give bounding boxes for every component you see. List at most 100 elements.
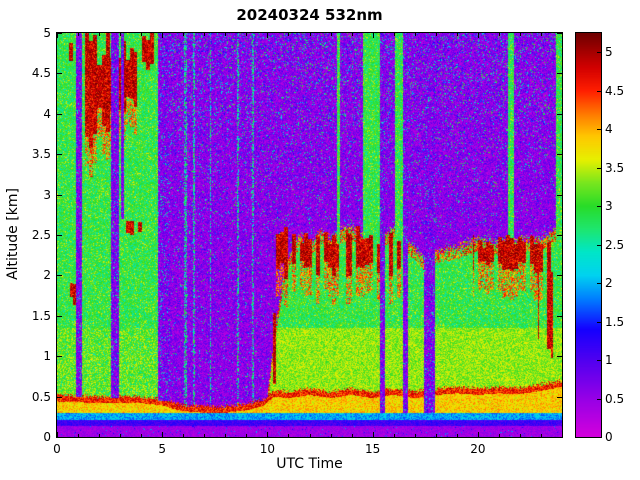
- y-tick-mark-right: [557, 235, 562, 236]
- y-tick-mark: [57, 437, 62, 438]
- colorbar-tick-mark: [597, 52, 601, 53]
- y-tick-mark-right: [557, 275, 562, 276]
- y-tick-label: 0: [43, 430, 51, 444]
- y-tick-mark: [57, 275, 62, 276]
- colorbar-tick-label: 3: [605, 199, 613, 214]
- y-tick-mark-right: [557, 437, 562, 438]
- x-tick-mark: [183, 434, 184, 437]
- x-tick-mark: [415, 434, 416, 437]
- x-tick-mark-top: [499, 33, 500, 36]
- colorbar-tick-mark: [597, 360, 601, 361]
- x-tick-mark-top: [204, 33, 205, 36]
- y-tick-mark-right: [557, 397, 562, 398]
- y-tick-label: 4.5: [31, 66, 51, 81]
- heatmap-canvas: [57, 33, 562, 437]
- x-tick-mark-top: [352, 33, 353, 36]
- y-tick-label: 3: [43, 187, 51, 202]
- y-tick-mark-right: [557, 154, 562, 155]
- colorbar-tick-label: 4.5: [605, 83, 625, 98]
- x-tick-label: 20: [470, 442, 486, 456]
- x-tick-mark-top: [310, 33, 311, 36]
- colorbar-tick-label: 2: [605, 276, 613, 291]
- y-tick-mark: [57, 397, 62, 398]
- colorbar-tick-mark: [597, 168, 601, 169]
- x-tick-mark: [288, 434, 289, 437]
- colorbar-tick-mark: [597, 91, 601, 92]
- colorbar-tick-mark: [597, 129, 601, 130]
- y-tick-mark: [57, 33, 62, 34]
- colorbar-tick-mark: [597, 245, 601, 246]
- colorbar-tick-label: 1: [605, 353, 613, 368]
- x-tick-label: 10: [259, 442, 276, 456]
- y-tick-mark: [57, 235, 62, 236]
- x-tick-mark: [394, 434, 395, 437]
- x-tick-mark-top: [162, 33, 163, 38]
- x-tick-mark: [246, 434, 247, 437]
- x-tick-mark-top: [436, 33, 437, 36]
- x-tick-mark-top: [541, 33, 542, 36]
- x-tick-mark-top: [478, 33, 479, 38]
- x-tick-mark-top: [246, 33, 247, 36]
- colorbar: [575, 32, 602, 438]
- x-tick-label: 0: [53, 442, 61, 456]
- x-tick-mark: [499, 434, 500, 437]
- x-tick-mark: [99, 434, 100, 437]
- x-tick-mark-top: [562, 33, 563, 36]
- y-tick-mark-right: [557, 195, 562, 196]
- x-tick-mark-top: [78, 33, 79, 36]
- y-tick-label: 3.5: [31, 147, 51, 162]
- x-tick-mark: [78, 434, 79, 437]
- x-tick-mark-top: [99, 33, 100, 36]
- y-tick-mark-right: [557, 316, 562, 317]
- y-tick-mark-right: [557, 114, 562, 115]
- x-tick-mark: [57, 432, 58, 437]
- y-tick-label: 2.5: [31, 228, 51, 242]
- x-tick-mark: [162, 432, 163, 437]
- x-tick-mark-top: [415, 33, 416, 36]
- colorbar-tick-label: 2.5: [605, 237, 625, 252]
- x-tick-mark: [373, 432, 374, 437]
- y-tick-mark: [57, 154, 62, 155]
- x-tick-mark: [120, 434, 121, 437]
- x-tick-mark: [352, 434, 353, 437]
- colorbar-tick-mark: [597, 206, 601, 207]
- y-tick-label: 0.5: [31, 389, 51, 404]
- y-tick-mark: [57, 356, 62, 357]
- x-tick-mark: [204, 434, 205, 437]
- x-tick-mark-top: [288, 33, 289, 36]
- x-tick-mark: [310, 434, 311, 437]
- x-tick-mark-top: [520, 33, 521, 36]
- x-tick-mark-top: [225, 33, 226, 36]
- plot-area: [56, 32, 563, 438]
- x-tick-mark: [225, 434, 226, 437]
- y-tick-mark: [57, 195, 62, 196]
- x-tick-mark: [520, 434, 521, 437]
- colorbar-tick-mark: [597, 399, 601, 400]
- colorbar-tick-label: 4: [605, 122, 613, 137]
- y-tick-mark: [57, 114, 62, 115]
- x-tick-mark-top: [457, 33, 458, 36]
- x-tick-mark: [478, 432, 479, 437]
- colorbar-tick-label: 5: [605, 45, 613, 60]
- colorbar-tick-label: 0.5: [605, 391, 625, 406]
- chart-title: 20240324 532nm: [236, 6, 383, 24]
- colorbar-tick-mark: [597, 283, 601, 284]
- x-tick-label: 15: [364, 442, 381, 456]
- x-tick-mark-top: [394, 33, 395, 36]
- x-tick-mark-top: [141, 33, 142, 36]
- y-tick-label: 1.5: [31, 308, 51, 323]
- x-tick-mark: [562, 434, 563, 437]
- y-tick-mark-right: [557, 356, 562, 357]
- y-tick-mark: [57, 73, 62, 74]
- x-tick-mark: [436, 434, 437, 437]
- colorbar-tick-mark: [597, 322, 601, 323]
- x-tick-mark-top: [57, 33, 58, 38]
- x-tick-mark-top: [373, 33, 374, 38]
- y-tick-mark: [57, 316, 62, 317]
- y-tick-label: 4: [43, 106, 51, 121]
- colorbar-tick-label: 3.5: [605, 160, 625, 175]
- x-tick-mark-top: [267, 33, 268, 38]
- x-tick-mark-top: [331, 33, 332, 36]
- y-tick-label: 2: [43, 268, 51, 283]
